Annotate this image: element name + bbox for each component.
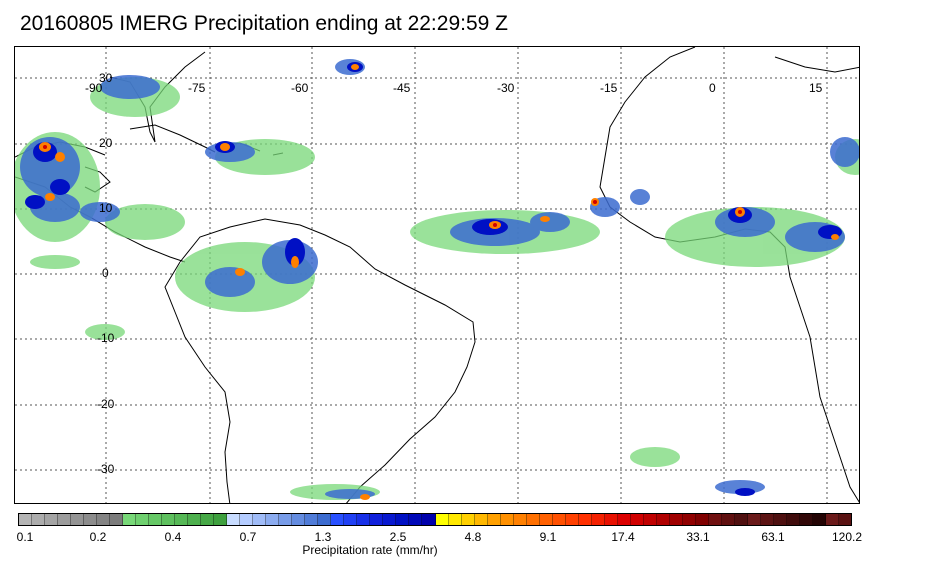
colorbar-tick: 9.1 [539, 530, 557, 544]
colorbar-tick: 120.2 [831, 530, 863, 544]
colorbar-swatch [396, 514, 410, 525]
colorbar-swatch [45, 514, 59, 525]
colorbar-swatch [422, 514, 436, 525]
colorbar-swatch [344, 514, 358, 525]
colorbar-swatch [409, 514, 423, 525]
colorbar-swatch [539, 514, 553, 525]
colorbar-swatch [19, 514, 33, 525]
lat-label: 10 [99, 201, 113, 215]
colorbar-swatch [162, 514, 176, 525]
colorbar-swatch [305, 514, 319, 525]
colorbar-swatch [825, 514, 839, 525]
lon-label: -75 [188, 81, 206, 95]
colorbar-swatch [656, 514, 670, 525]
colorbar-swatch [123, 514, 137, 525]
lat-label: 20 [99, 136, 113, 150]
colorbar-swatch [500, 514, 514, 525]
colorbar-swatch [357, 514, 371, 525]
lon-label: -15 [600, 81, 618, 95]
colorbar-swatch [747, 514, 761, 525]
colorbar-tick: 0.7 [239, 530, 257, 544]
colorbar-swatch [175, 514, 189, 525]
lon-label: -60 [291, 81, 309, 95]
colorbar-swatch [812, 514, 826, 525]
colorbar-swatch [734, 514, 748, 525]
colorbar-swatch [721, 514, 735, 525]
colorbar-swatch [786, 514, 800, 525]
lat-label: -30 [97, 462, 115, 476]
colorbar-swatch [643, 514, 657, 525]
colorbar-swatch [526, 514, 540, 525]
colorbar-swatch [318, 514, 332, 525]
colorbar-swatch [279, 514, 293, 525]
precipitation-field [15, 59, 859, 500]
lat-label: 0 [102, 266, 109, 280]
colorbar-swatch [838, 514, 851, 525]
colorbar-swatch [773, 514, 787, 525]
colorbar-swatch [448, 514, 462, 525]
colorbar-swatch [188, 514, 202, 525]
colorbar-swatch [32, 514, 46, 525]
lon-label: -30 [497, 81, 515, 95]
colorbar-swatch [669, 514, 683, 525]
lat-label: -20 [97, 397, 115, 411]
colorbar-swatch [136, 514, 150, 525]
colorbar-swatch [292, 514, 306, 525]
colorbar-swatch [630, 514, 644, 525]
lon-label: -45 [393, 81, 411, 95]
colorbar-swatch [552, 514, 566, 525]
colorbar-swatch [227, 514, 241, 525]
colorbar-swatch [435, 514, 449, 525]
colorbar-swatch [149, 514, 163, 525]
colorbar-swatch [461, 514, 475, 525]
colorbar-swatch [591, 514, 605, 525]
colorbar-swatch [682, 514, 696, 525]
colorbar-swatch [266, 514, 280, 525]
colorbar-swatch [487, 514, 501, 525]
colorbar-swatch [578, 514, 592, 525]
lon-label: 0 [709, 81, 716, 95]
colorbar-swatch [84, 514, 98, 525]
lon-label: -90 [85, 81, 103, 95]
colorbar-swatch [110, 514, 124, 525]
colorbar-swatch [383, 514, 397, 525]
colorbar-swatch [799, 514, 813, 525]
colorbar-tick: 4.8 [464, 530, 482, 544]
colorbar-swatch [474, 514, 488, 525]
colorbar-swatch [71, 514, 85, 525]
map-title: 20160805 IMERG Precipitation ending at 2… [20, 12, 508, 35]
colorbar-tick: 63.1 [761, 530, 785, 544]
colorbar-swatch [370, 514, 384, 525]
colorbar-swatch [253, 514, 267, 525]
colorbar-swatch [58, 514, 72, 525]
colorbar-label: Precipitation rate (mm/hr) [302, 543, 438, 557]
colorbar-swatch [760, 514, 774, 525]
colorbar-swatch [617, 514, 631, 525]
lat-label: 30 [99, 71, 113, 85]
colorbar-tick: 17.4 [611, 530, 635, 544]
colorbar [18, 513, 852, 526]
colorbar-swatch [97, 514, 111, 525]
colorbar-swatch [201, 514, 215, 525]
graticule [15, 47, 859, 503]
lat-label: -10 [97, 331, 115, 345]
colorbar-swatch [695, 514, 709, 525]
colorbar-swatch [513, 514, 527, 525]
colorbar-tick: 33.1 [686, 530, 710, 544]
colorbar-tick: 0.4 [164, 530, 182, 544]
colorbar-swatch [708, 514, 722, 525]
colorbar-tick: 2.5 [389, 530, 407, 544]
precipitation-map: -90 -75 -60 -45 -30 -15 0 15 30 20 10 0 … [14, 46, 860, 504]
map-canvas [15, 47, 859, 503]
colorbar-swatch [240, 514, 254, 525]
colorbar-tick: 1.3 [314, 530, 332, 544]
colorbar-swatch [214, 514, 228, 525]
colorbar-tick: 0.1 [16, 530, 34, 544]
colorbar-tick: 0.2 [89, 530, 107, 544]
lon-label: 15 [809, 81, 823, 95]
colorbar-swatch [331, 514, 345, 525]
colorbar-swatch [565, 514, 579, 525]
colorbar-swatch [604, 514, 618, 525]
